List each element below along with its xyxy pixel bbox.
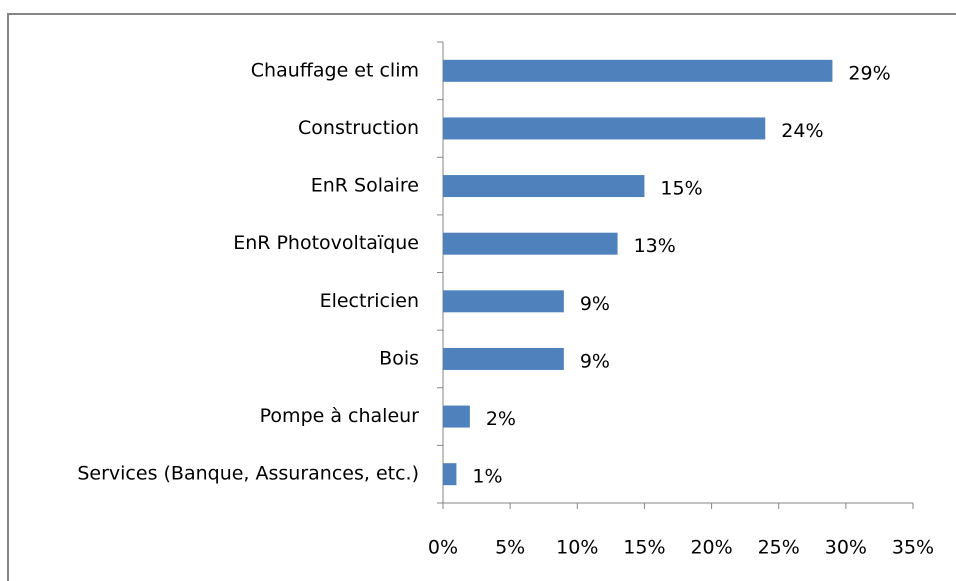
bar: [443, 117, 766, 140]
y-tick-label: Services (Banque, Assurances, etc.): [77, 463, 419, 485]
x-tick-label: 25%: [758, 537, 800, 559]
x-tick-label: 10%: [556, 537, 598, 559]
y-tick-label: Chauffage et clim: [251, 59, 419, 81]
x-tick-label: 35%: [892, 537, 934, 559]
chart-border: [7, 13, 956, 581]
bar: [443, 290, 564, 313]
y-tick-label: Electricien: [320, 290, 419, 312]
y-tick-label: Bois: [379, 347, 419, 369]
y-tick-label: EnR Solaire: [311, 175, 419, 197]
x-tick-label: 0%: [428, 537, 458, 559]
value-label: 2%: [486, 408, 516, 430]
bar: [443, 405, 470, 428]
x-tick-label: 15%: [623, 537, 665, 559]
value-label: 1%: [472, 466, 502, 488]
value-label: 29%: [848, 62, 890, 84]
bar: [443, 463, 457, 486]
y-tick-label: EnR Photovoltaïque: [233, 232, 419, 254]
bar: [443, 347, 564, 370]
value-label: 9%: [580, 350, 610, 372]
value-label: 9%: [580, 293, 610, 315]
value-label: 13%: [634, 235, 676, 257]
y-tick-label: Pompe à chaleur: [260, 405, 420, 427]
x-tick-label: 5%: [495, 537, 525, 559]
y-tick-label: Construction: [298, 117, 419, 139]
bar: [443, 175, 645, 198]
value-label: 15%: [660, 178, 702, 200]
bar: [443, 59, 833, 82]
x-tick-label: 30%: [825, 537, 867, 559]
bar: [443, 232, 618, 255]
x-tick-label: 20%: [690, 537, 732, 559]
value-label: 24%: [781, 120, 823, 142]
